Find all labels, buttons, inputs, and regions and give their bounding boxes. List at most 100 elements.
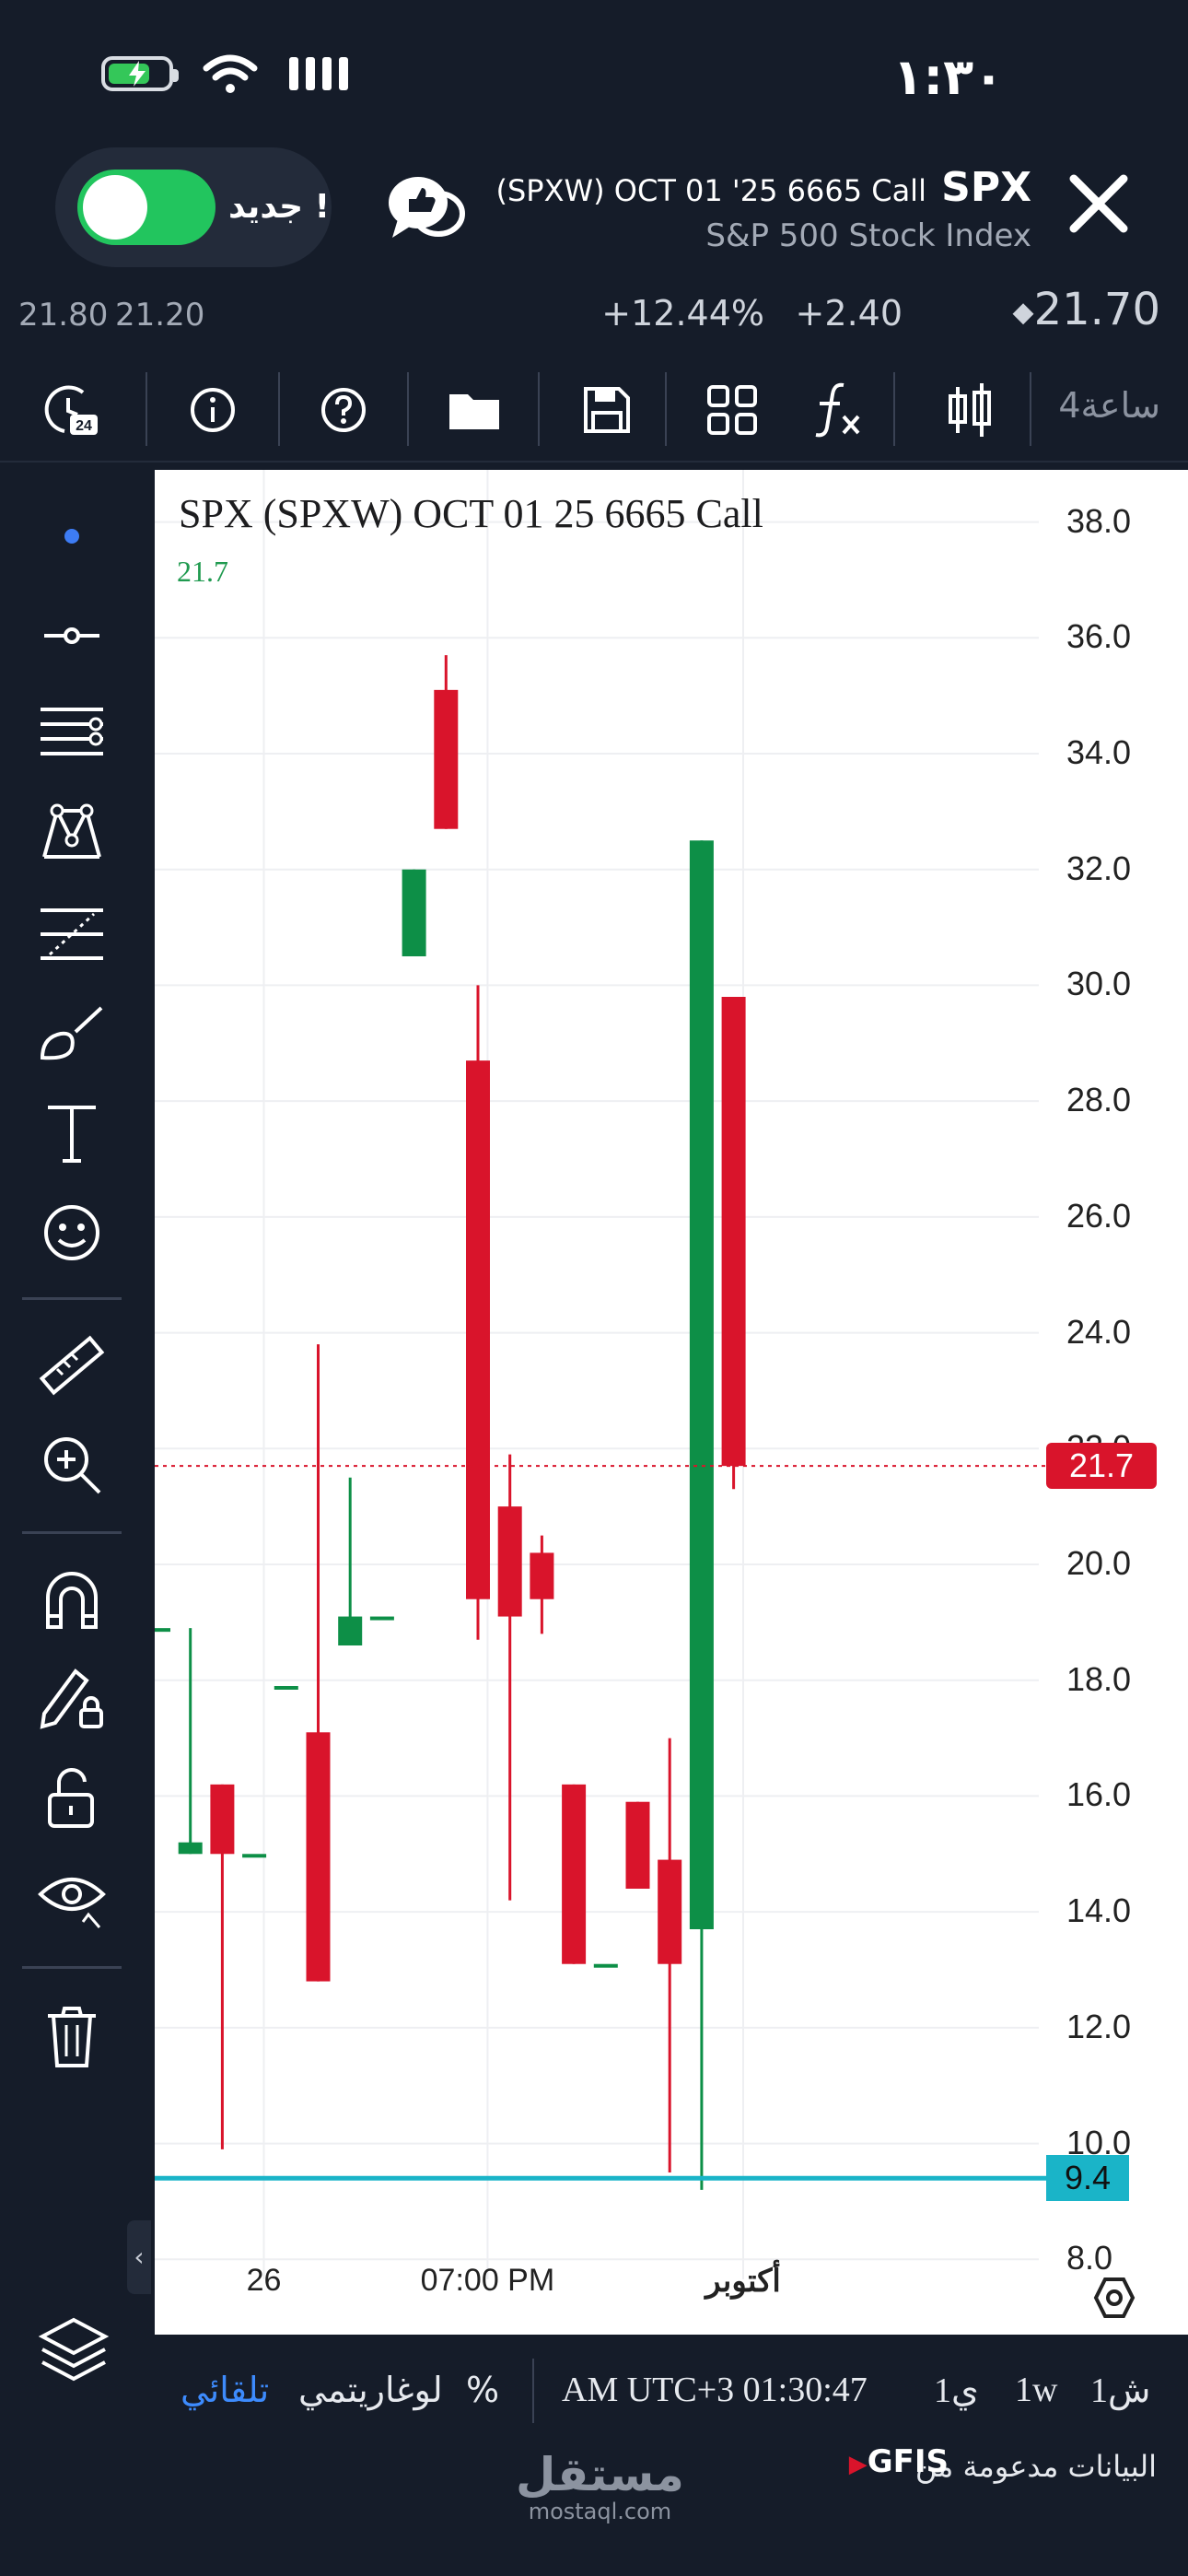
candle-body	[466, 1060, 490, 1599]
brush-icon[interactable]	[35, 997, 109, 1071]
chart-bottom-bar: تلقائي لوغاريتمي % AM UTC+3 01:30:47 1ي …	[155, 2336, 1188, 2447]
candles-icon[interactable]	[939, 380, 1000, 440]
range-1w-button[interactable]: 1w	[1015, 2371, 1058, 2409]
y-axis-tick: 34.0	[1066, 733, 1132, 771]
x-axis-tick: 07:00 PM	[420, 2263, 555, 2298]
candle-body	[658, 1859, 682, 1964]
candle-body	[721, 997, 746, 1467]
current-price-tag: 21.7	[1046, 1443, 1157, 1490]
ask-price: 21.80	[18, 297, 109, 334]
candle-body	[274, 1686, 298, 1690]
chart-last-value: 21.7	[177, 555, 228, 588]
dot-icon[interactable]	[35, 499, 109, 573]
layers-icon[interactable]	[37, 2313, 111, 2386]
svg-text:24: 24	[76, 418, 92, 434]
candle-body	[306, 1732, 331, 1982]
horizontal-line-icon[interactable]	[35, 599, 109, 673]
y-axis-tick: 24.0	[1066, 1312, 1132, 1351]
battery-icon	[101, 56, 179, 91]
save-icon[interactable]	[577, 380, 637, 440]
magnet-icon[interactable]	[35, 1563, 109, 1636]
horizontal-line-tag: 9.4	[1046, 2155, 1129, 2202]
y-axis-tick: 32.0	[1066, 849, 1132, 887]
y-axis-tick: 8.0	[1066, 2239, 1113, 2277]
candle-body	[210, 1784, 235, 1855]
candle-body	[402, 869, 426, 956]
layout-grid-icon[interactable]	[702, 380, 763, 440]
emoji-icon[interactable]	[35, 1196, 109, 1270]
candle-body	[242, 1854, 267, 1858]
instrument-subtitle: S&P 500 Stock Index	[705, 217, 1031, 254]
y-axis-tick: 36.0	[1066, 617, 1132, 656]
y-axis-tick: 38.0	[1066, 501, 1132, 540]
chart-settings-icon[interactable]	[1090, 2274, 1138, 2322]
collapse-tools-handle[interactable]: ‹	[127, 2220, 151, 2294]
y-axis-tick: 12.0	[1066, 2007, 1132, 2045]
status-time: ١:٣٠	[892, 48, 1004, 106]
folder-icon[interactable]	[444, 380, 505, 440]
chart-clock: AM UTC+3 01:30:47	[562, 2371, 868, 2409]
function-icon[interactable]	[807, 380, 868, 440]
new-feature-toggle-container: جديد !	[55, 147, 332, 267]
close-icon[interactable]	[1065, 170, 1133, 238]
y-axis-tick: 30.0	[1066, 965, 1132, 1003]
status-bar: ١:٣٠	[0, 0, 1188, 147]
trash-icon[interactable]	[35, 1999, 109, 2073]
candle-body	[369, 1616, 394, 1621]
new-feature-toggle[interactable]	[77, 170, 215, 245]
candle-body	[338, 1616, 363, 1645]
status-icons	[101, 53, 354, 94]
candle-body	[593, 1963, 618, 1968]
lock-pencil-icon[interactable]	[35, 1662, 109, 1736]
y-axis-tick: 28.0	[1066, 1081, 1132, 1119]
community-chat-icon[interactable]	[385, 171, 468, 245]
candle-body	[689, 840, 714, 1930]
chart-toolbar: 4ساعة 24	[0, 359, 1188, 463]
contract-label: (SPXW) OCT 01 '25 6665 Call	[495, 173, 926, 208]
toggle-label: جديد !	[228, 188, 331, 226]
range-1y-button[interactable]: 1ي	[934, 2371, 979, 2410]
symbol-label: SPX	[941, 164, 1031, 211]
chart-canvas[interactable]	[155, 470, 1188, 2335]
y-axis-tick: 18.0	[1066, 1659, 1132, 1698]
y-axis-tick: 20.0	[1066, 1544, 1132, 1582]
candle-body	[497, 1506, 522, 1617]
help-icon[interactable]	[313, 380, 374, 440]
range-1m-button[interactable]: 1ش	[1090, 2371, 1151, 2410]
candle-body	[434, 689, 459, 829]
price-change-percent: +12.44%	[601, 293, 764, 334]
clock-24-icon[interactable]: 24	[41, 380, 101, 440]
unlock-icon[interactable]	[35, 1762, 109, 1835]
price-chart[interactable]: SPX (SPXW) OCT 01 25 6665 Call 21.7 38.0…	[155, 470, 1188, 2335]
candle-body	[562, 1784, 587, 1964]
auto-scale-button[interactable]: تلقائي	[181, 2370, 270, 2410]
data-credit: البيانات مدعومة من	[914, 2449, 1157, 2484]
ruler-icon[interactable]	[35, 1329, 109, 1402]
x-axis-tick: أكتوبر	[705, 2264, 781, 2299]
chart-title: SPX (SPXW) OCT 01 25 6665 Call	[179, 491, 763, 536]
y-axis-tick: 16.0	[1066, 1775, 1132, 1814]
candle-body	[625, 1801, 650, 1889]
bid-price: 21.20	[115, 297, 205, 334]
y-axis-tick: 10.0	[1066, 2123, 1132, 2161]
interval-selector[interactable]: 4ساعة	[1058, 385, 1160, 426]
candle-body	[178, 1842, 203, 1855]
zoom-icon[interactable]	[35, 1428, 109, 1502]
percent-scale-button[interactable]: %	[466, 2370, 500, 2410]
text-icon[interactable]	[35, 1096, 109, 1170]
watermark: مستقل mostaql.com	[516, 2448, 684, 2524]
last-price: ◆21.70	[1012, 284, 1161, 335]
y-axis-tick: 14.0	[1066, 1891, 1132, 1930]
wifi-icon	[203, 54, 258, 93]
price-change: +2.40	[795, 293, 903, 334]
gfis-logo: ▶GFIS	[848, 2443, 949, 2480]
pattern-icon[interactable]	[35, 798, 109, 872]
info-icon[interactable]	[182, 380, 243, 440]
log-scale-button[interactable]: لوغاريتمي	[298, 2370, 443, 2410]
signal-icon	[289, 57, 348, 90]
eye-icon[interactable]	[35, 1861, 109, 1935]
x-axis-tick: 26	[246, 2263, 282, 2298]
instrument-title: (SPXW) OCT 01 '25 6665 Call SPX	[495, 164, 1031, 211]
parallel-lines-icon[interactable]	[35, 697, 109, 770]
fib-icon[interactable]	[35, 897, 109, 971]
